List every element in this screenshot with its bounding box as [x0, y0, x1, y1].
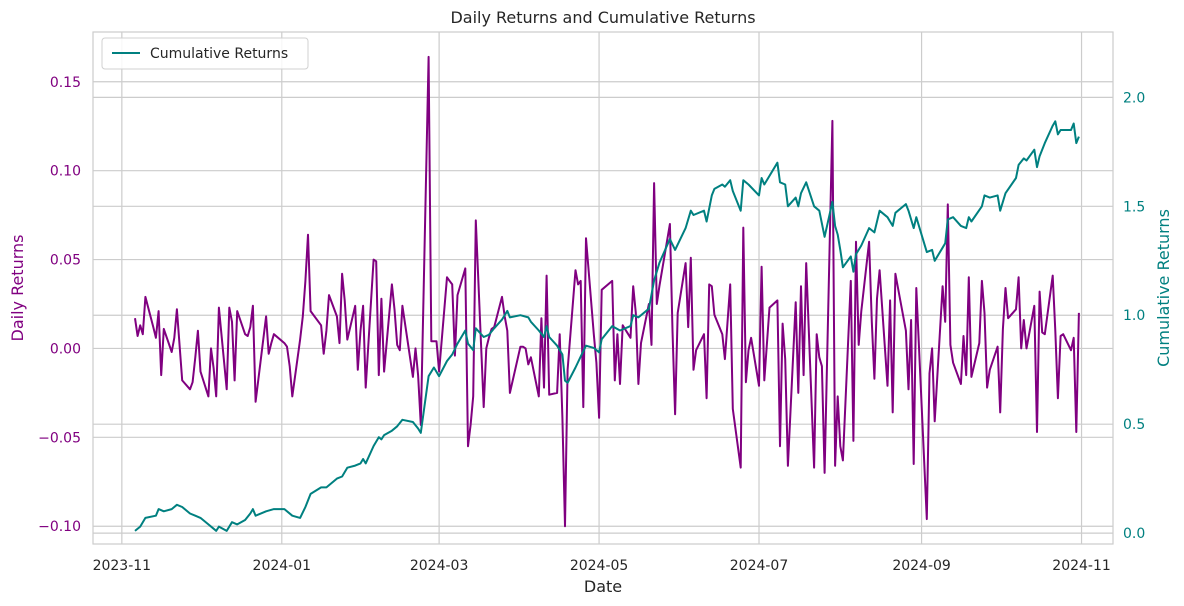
- y-left-tick-label: −0.05: [38, 430, 81, 446]
- x-tick-label: 2023-11: [93, 558, 152, 574]
- x-tick-label: 2024-11: [1052, 558, 1111, 574]
- x-tick-label: 2024-03: [410, 558, 469, 574]
- y-left-tick-label: 0.00: [50, 341, 81, 357]
- plot-frame: [92, 31, 1114, 545]
- x-axis-label: Date: [584, 577, 622, 596]
- x-tick-label: 2024-07: [730, 558, 789, 574]
- legend: Cumulative Returns: [101, 37, 309, 70]
- series-layer: [134, 55, 1080, 532]
- y-left-tick-label: 0.05: [50, 253, 81, 269]
- y-axis-left-label: Daily Returns: [8, 235, 27, 342]
- x-tick-label: 2024-09: [892, 558, 951, 574]
- legend-label-cumulative: Cumulative Returns: [150, 46, 288, 62]
- y-left-tick-label: −0.10: [38, 519, 81, 535]
- x-tick-label: 2024-01: [253, 558, 312, 574]
- daily-returns-line: [134, 55, 1080, 528]
- y-axis-right-label: Cumulative Returns: [1154, 209, 1173, 367]
- y-right-tick-label: 2.0: [1123, 90, 1145, 106]
- tick-layer: 2023-11 2024-01 2024-03 2024-05 2024-07 2024-…: [38, 75, 1145, 574]
- y-right-tick-label: 1.5: [1123, 199, 1145, 215]
- y-right-tick-label: 0.0: [1123, 526, 1145, 542]
- y-right-tick-label: 1.0: [1123, 308, 1145, 324]
- y-right-tick-label: 0.5: [1123, 417, 1145, 433]
- legend-box: [101, 37, 309, 70]
- x-tick-label: 2024-05: [570, 558, 629, 574]
- chart-title: Daily Returns and Cumulative Returns: [450, 8, 755, 27]
- y-left-tick-label: 0.15: [50, 75, 81, 91]
- y-left-tick-label: 0.10: [50, 164, 81, 180]
- cumulative-returns-line: [134, 120, 1080, 532]
